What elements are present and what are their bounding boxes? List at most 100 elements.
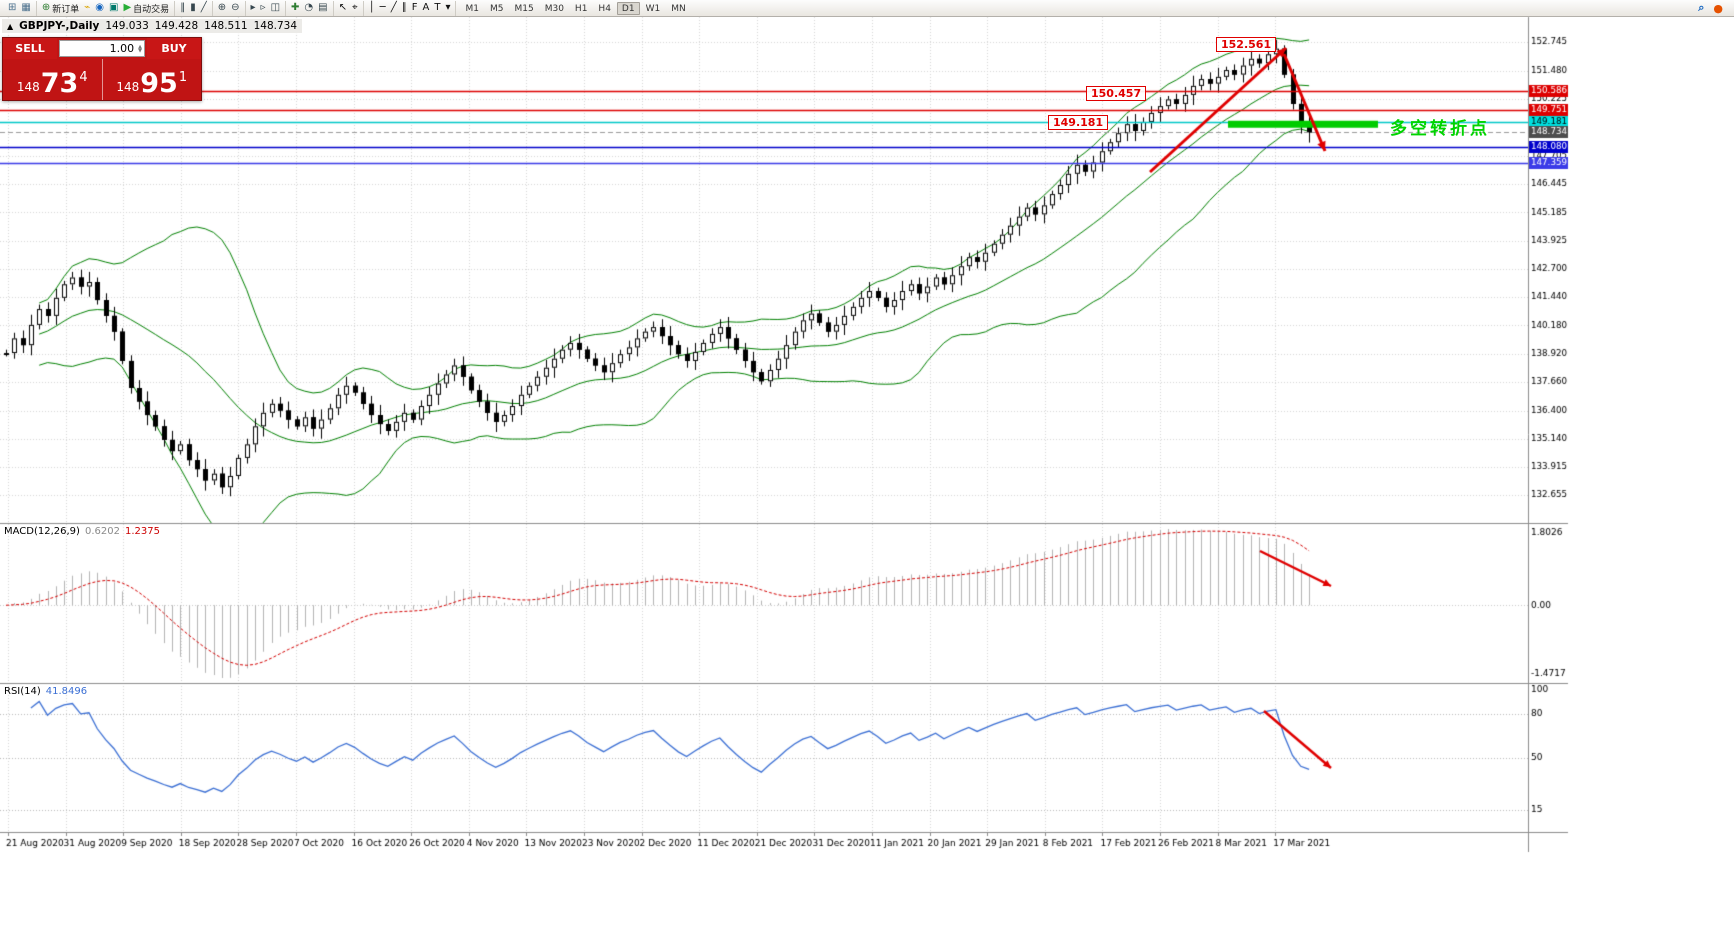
toolbar-groups: ⊞ ▦ ⊕ 新订单 ⌁ ◉ ▣ ▶ 自动交易 ‖ ▮ ╱ ⊕ ⊖ ▸ ▹ ◫ ✚ ◔ ▤ ↖ ⌖ │ ─ ╱ ∥ F A T ▾ (3, 0, 457, 16)
timeframe-m1[interactable]: M1 (465, 3, 479, 14)
macd-name: MACD(12,26,9) (4, 526, 80, 537)
timeframe-h4[interactable]: H4 (598, 3, 611, 14)
expert-advisor-icon: ⌁ (84, 2, 91, 13)
expert-advisor-icon[interactable]: ⌁ (82, 1, 92, 15)
cursor-icon: ↖ (338, 2, 347, 13)
volume-stepper[interactable]: ▲ ▼ (138, 43, 142, 54)
price-scale[interactable] (1528, 17, 1568, 852)
bar-chart-icon[interactable]: ‖ (178, 1, 187, 15)
timeframe-m15[interactable]: M15 (514, 3, 534, 14)
line-chart-icon: ╱ (200, 2, 207, 13)
ohlc-open: 149.033 (105, 20, 149, 32)
chart-marker-icon: ▲ (7, 21, 14, 31)
periods-icon: ◔ (304, 2, 314, 13)
new-order-button[interactable]: ⊕ 新订单 (40, 1, 81, 15)
help-icon[interactable]: ● (1713, 1, 1723, 15)
auto-scroll-icon[interactable]: ▸ (249, 1, 258, 15)
rsi-value: 41.8496 (45, 686, 88, 697)
label-icon: T (434, 2, 441, 13)
history-center-icon: ▣ (109, 2, 119, 13)
timeframe-h1[interactable]: H1 (574, 3, 588, 14)
volume-down-icon[interactable]: ▼ (138, 47, 142, 54)
new-chart-icon[interactable]: ⊞ (6, 1, 18, 15)
zoom-in-icon[interactable]: ⊕ (216, 1, 228, 15)
line-chart-icon[interactable]: ╱ (199, 1, 209, 15)
shapes-icon: ▾ (445, 2, 451, 13)
chart-profiles-icon[interactable]: ▦ (19, 1, 32, 15)
vertical-line-icon[interactable]: │ (367, 1, 377, 15)
chart-shift-icon[interactable]: ▹ (259, 1, 268, 15)
cursor-icon[interactable]: ↖ (337, 1, 349, 15)
trendline-icon[interactable]: ╱ (389, 1, 399, 15)
price-flag-mid[interactable]: 150.457 (1086, 86, 1147, 101)
sell-price-sup: 4 (79, 70, 88, 85)
time-scale[interactable] (0, 832, 1528, 852)
shapes-icon[interactable]: ▾ (443, 1, 452, 15)
periods-icon[interactable]: ◔ (302, 1, 315, 15)
chart-profiles-icon: ▦ (21, 2, 31, 13)
crosshair-icon[interactable]: ⌖ (350, 1, 360, 15)
buy-price-big: 95 (140, 68, 178, 99)
toolbar-group-zoom: ⊕ ⊖ (213, 0, 246, 16)
volume-value: 1.00 (109, 42, 135, 55)
indicators-icon: ✚ (291, 2, 300, 13)
fibonacci-icon: F (411, 2, 418, 13)
history-center-icon[interactable]: ▣ (107, 1, 120, 15)
macd-pane[interactable] (0, 524, 1528, 683)
rsi-pane[interactable] (0, 684, 1528, 832)
market-depth-icon: ◉ (95, 2, 105, 13)
buy-button[interactable]: BUY (147, 38, 201, 59)
chart-shift-icon: ▹ (260, 2, 266, 13)
timeframe-d1[interactable]: D1 (616, 1, 640, 15)
market-depth-icon[interactable]: ◉ (93, 1, 106, 15)
channel-icon[interactable]: ∥ (400, 1, 409, 15)
crosshair-icon: ⌖ (352, 2, 358, 13)
timeframe-m5[interactable]: M5 (489, 3, 504, 14)
timeframe-w1[interactable]: W1 (645, 3, 661, 14)
new-chart-icon: ⊞ (8, 2, 17, 13)
candlestick-chart-icon[interactable]: ▮ (188, 1, 198, 15)
new-order-button: ⊕ (41, 2, 51, 13)
toolbar-group-layout: ▸ ▹ ◫ (246, 0, 287, 16)
horizontal-line-icon[interactable]: ─ (378, 1, 388, 15)
text-icon[interactable]: A (421, 1, 432, 15)
bar-chart-icon: ‖ (180, 2, 186, 13)
toolbar-group-chart-type: ‖ ▮ ╱ (175, 0, 213, 16)
toolbar-group-lines: │ ─ ╱ ∥ F A T ▾ (364, 0, 457, 16)
toolbar-group-objects: ✚ ◔ ▤ (286, 0, 334, 16)
indicators-icon[interactable]: ✚ (289, 1, 301, 15)
macd-label: MACD(12,26,9) 0.6202 1.2375 (4, 526, 160, 537)
sell-price[interactable]: 148 73 4 (3, 59, 103, 100)
buy-price-prefix: 148 (116, 80, 140, 94)
auto-scroll-icon: ▸ (250, 2, 256, 13)
tile-windows-icon: ◫ (270, 2, 281, 13)
price-flag-low[interactable]: 149.181 (1048, 115, 1109, 130)
auto-trading-button: ▶ (123, 2, 132, 13)
tile-windows-icon[interactable]: ◫ (269, 1, 282, 15)
zoom-out-icon[interactable]: ⊖ (229, 1, 241, 15)
timeframe-m30[interactable]: M30 (544, 3, 564, 14)
buy-price-sup: 1 (178, 70, 188, 85)
toolbar-group-cursor: ↖ ⌖ (334, 0, 364, 16)
channel-icon: ∥ (401, 2, 407, 13)
label-icon[interactable]: T (432, 1, 442, 15)
zoom-out-icon: ⊖ (231, 2, 240, 13)
sell-price-big: 73 (40, 68, 79, 99)
rsi-label: RSI(14) 41.8496 (4, 686, 87, 697)
auto-trading-button-label: 自动交易 (133, 4, 170, 15)
main-chart-area[interactable] (0, 17, 1528, 523)
volume-input[interactable]: 1.00 ▲ ▼ (59, 40, 145, 57)
timeframe-mn[interactable]: MN (671, 3, 686, 14)
volume-up-icon[interactable]: ▲ (138, 43, 142, 50)
price-flag-high[interactable]: 152.561 (1216, 37, 1277, 52)
templates-icon[interactable]: ▤ (316, 1, 329, 15)
rsi-name: RSI(14) (4, 686, 41, 697)
sell-button[interactable]: SELL (3, 38, 57, 59)
buy-price[interactable]: 148 95 1 (103, 59, 202, 100)
search-icon[interactable]: ⌕ (1698, 1, 1705, 14)
ohlc-close: 148.734 (253, 20, 298, 32)
auto-trading-button[interactable]: ▶ 自动交易 (121, 1, 171, 15)
fibonacci-icon[interactable]: F (410, 1, 420, 15)
